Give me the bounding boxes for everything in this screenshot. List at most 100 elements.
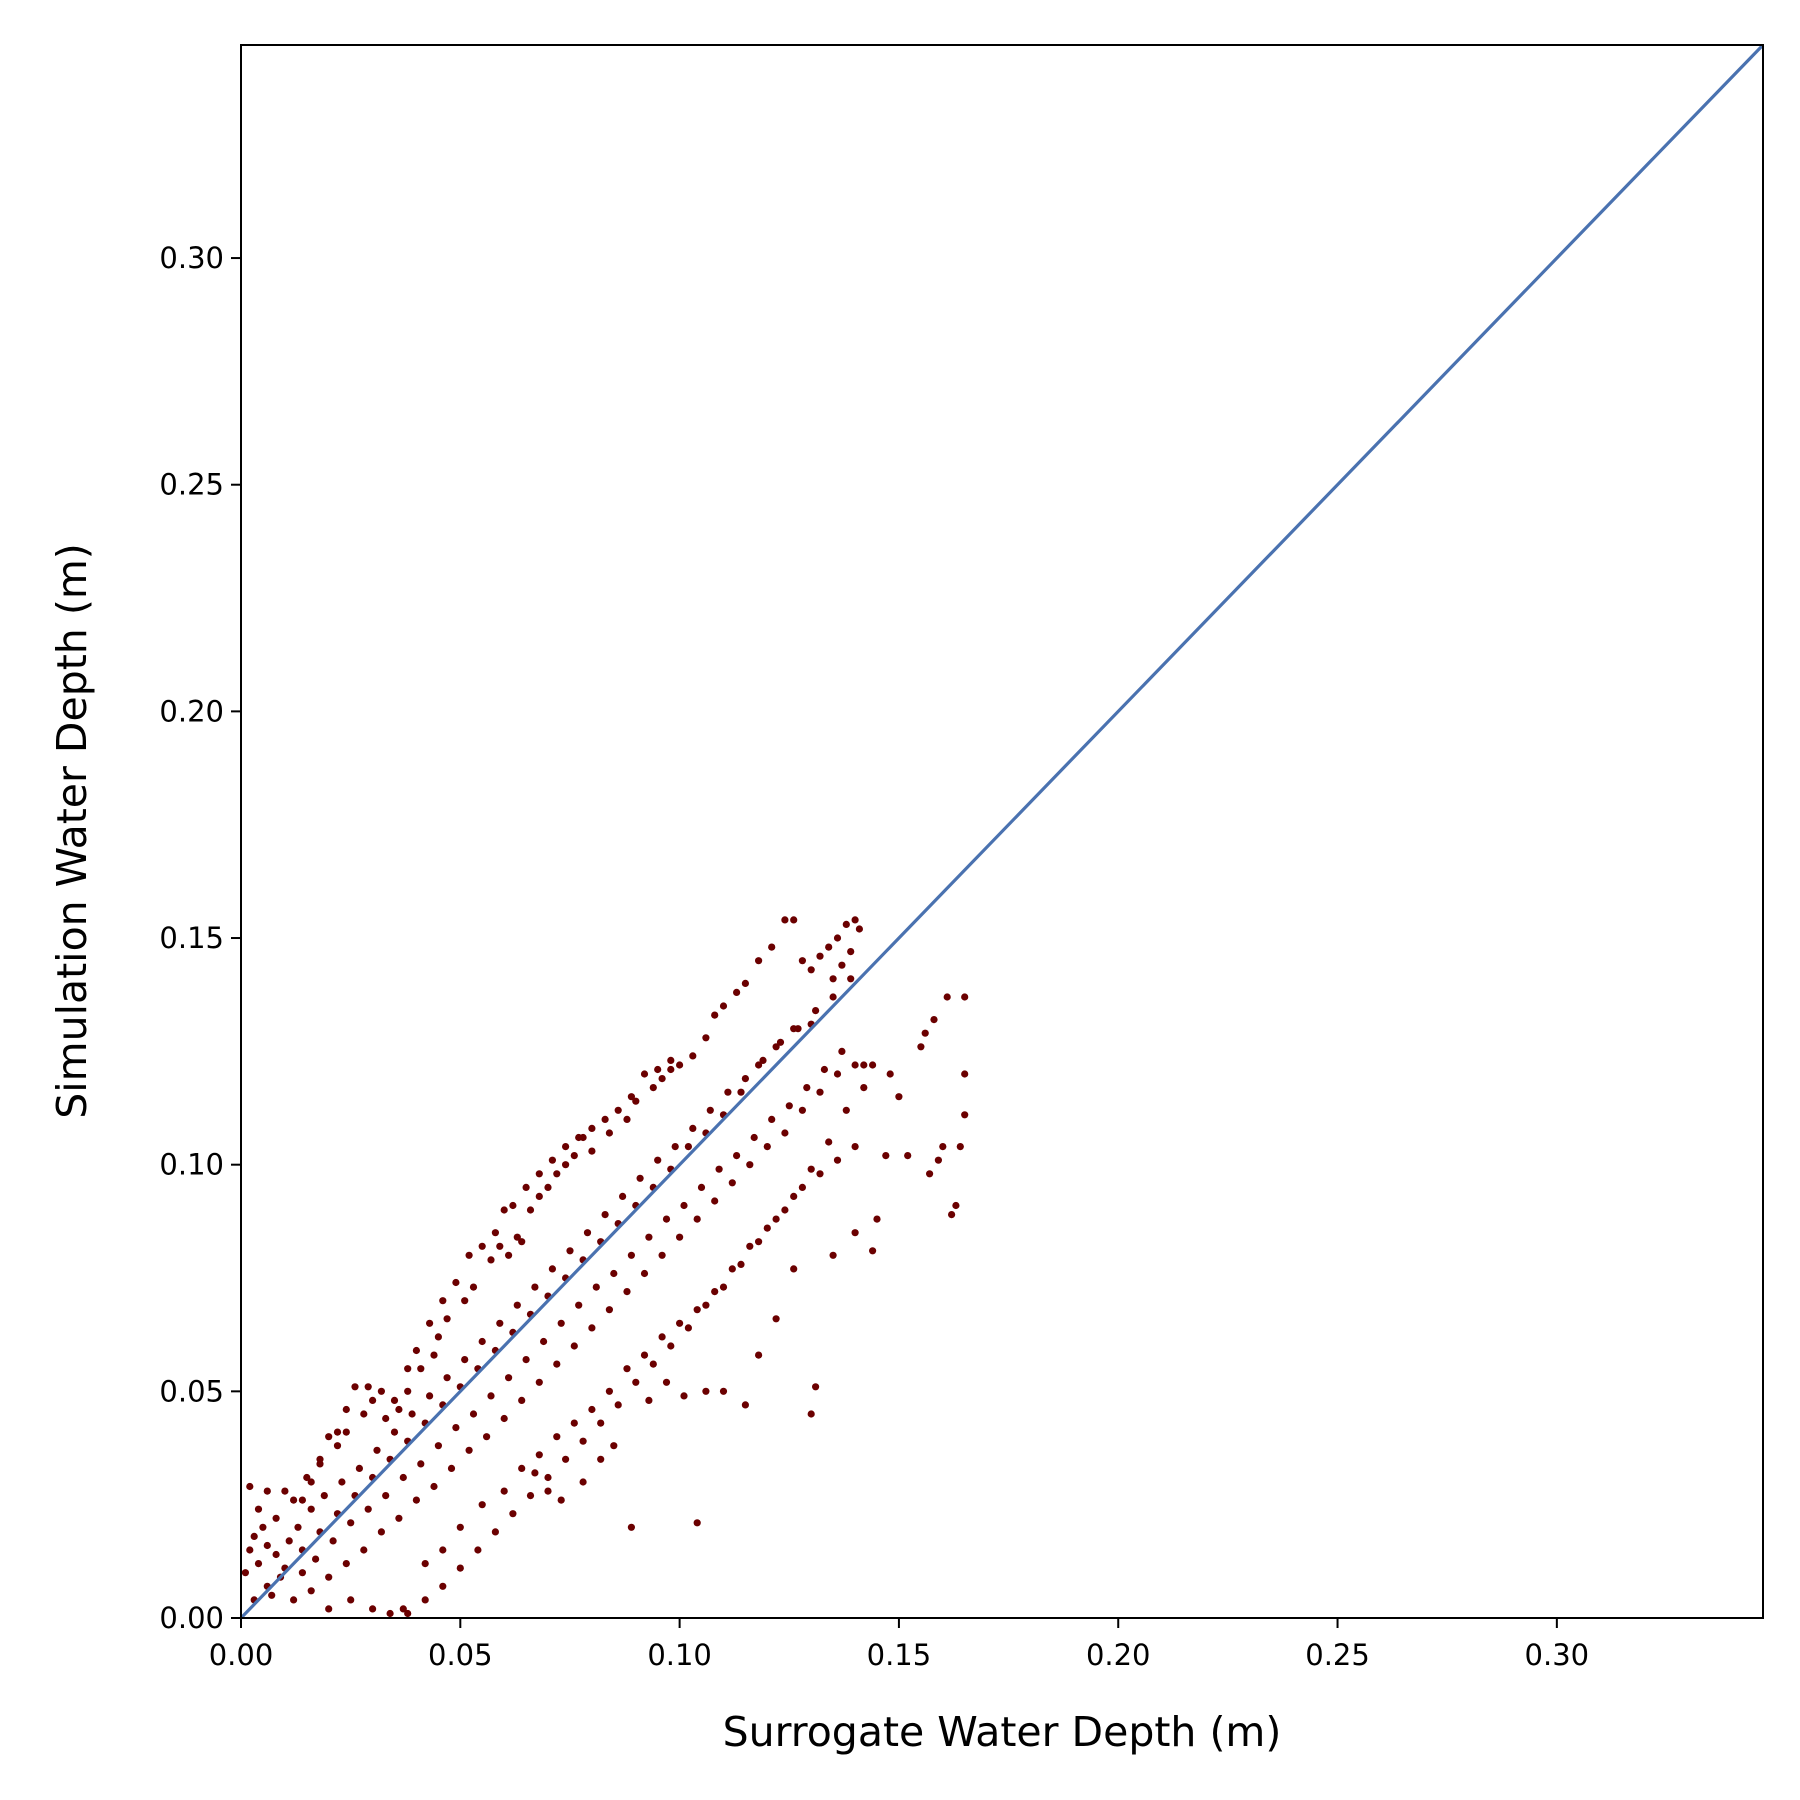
data-point xyxy=(943,993,951,1001)
data-point xyxy=(246,1546,254,1554)
y-tick-label: 0.30 xyxy=(159,241,224,275)
data-point xyxy=(917,1043,925,1051)
data-point xyxy=(684,1324,693,1332)
data-point xyxy=(483,1433,491,1441)
data-point xyxy=(597,1455,605,1463)
data-point xyxy=(667,1056,675,1064)
data-point xyxy=(842,1106,850,1114)
y-tick-label: 0.25 xyxy=(159,468,224,502)
data-point xyxy=(807,1410,815,1418)
data-point xyxy=(640,1070,649,1078)
data-point xyxy=(434,1333,442,1341)
data-point xyxy=(816,1170,824,1178)
data-point xyxy=(461,1297,469,1305)
data-point xyxy=(649,1084,657,1092)
data-point xyxy=(697,1183,706,1191)
data-point xyxy=(746,1161,754,1169)
data-point xyxy=(364,1505,372,1513)
data-point xyxy=(693,1306,701,1314)
data-point xyxy=(522,1183,530,1191)
data-point xyxy=(798,1106,807,1114)
data-point xyxy=(303,1473,311,1482)
data-point xyxy=(654,1065,662,1074)
data-point xyxy=(636,1174,644,1182)
data-point xyxy=(500,1414,508,1423)
x-axis-title: Surrogate Water Depth (m) xyxy=(723,1708,1282,1756)
x-axis-ticks: 0.00 0.05 0.10 0.15 0.20 0.25 0.30 xyxy=(209,1618,1589,1672)
data-point xyxy=(478,1337,486,1346)
data-point xyxy=(575,1301,583,1309)
data-point xyxy=(281,1487,289,1495)
data-point xyxy=(833,934,842,942)
data-point xyxy=(632,1097,640,1105)
data-point xyxy=(325,1433,333,1441)
data-point xyxy=(496,1242,504,1250)
data-point xyxy=(702,1387,710,1395)
data-point xyxy=(373,1446,381,1454)
data-point xyxy=(851,916,859,924)
data-point xyxy=(294,1523,302,1531)
data-point xyxy=(412,1496,420,1504)
data-point xyxy=(842,920,850,929)
data-point xyxy=(829,975,837,983)
data-point xyxy=(869,1061,877,1069)
data-point xyxy=(693,1215,701,1223)
data-point xyxy=(535,1170,543,1178)
data-point xyxy=(873,1215,881,1223)
data-point xyxy=(825,943,833,951)
data-point xyxy=(812,1383,820,1391)
data-point xyxy=(838,961,846,969)
data-point xyxy=(807,1165,815,1173)
data-point xyxy=(763,1224,771,1232)
data-point xyxy=(829,1251,837,1259)
data-point xyxy=(562,1143,570,1151)
data-point xyxy=(737,1088,745,1096)
data-point xyxy=(491,1528,499,1536)
data-point xyxy=(803,1084,811,1092)
data-point xyxy=(544,1473,552,1482)
data-point xyxy=(614,1401,622,1409)
data-point xyxy=(702,1301,710,1309)
data-point xyxy=(478,1501,486,1509)
data-point xyxy=(395,1405,403,1414)
data-point xyxy=(768,1115,776,1123)
data-point xyxy=(855,925,864,933)
data-point xyxy=(816,1088,824,1096)
x-tick-label: 0.20 xyxy=(1086,1638,1151,1672)
data-point xyxy=(737,1260,745,1268)
data-point xyxy=(662,1378,671,1386)
data-point xyxy=(250,1532,258,1540)
data-point xyxy=(763,1143,771,1151)
data-point xyxy=(798,957,807,965)
data-point xyxy=(272,1550,280,1559)
data-point xyxy=(627,1523,636,1531)
data-point xyxy=(342,1560,350,1568)
data-point xyxy=(961,1111,969,1119)
data-point xyxy=(509,1201,517,1210)
data-point xyxy=(254,1560,263,1568)
data-point xyxy=(961,993,969,1001)
data-point xyxy=(518,1396,526,1404)
data-point xyxy=(768,943,776,951)
data-point xyxy=(605,1306,614,1314)
data-point xyxy=(246,1482,254,1491)
x-tick-label: 0.15 xyxy=(867,1638,932,1672)
y-axis-title: Simulation Water Depth (m) xyxy=(48,543,96,1119)
data-point xyxy=(325,1605,333,1613)
data-point xyxy=(535,1451,543,1459)
data-point xyxy=(680,1392,688,1400)
data-point xyxy=(312,1555,320,1563)
data-point xyxy=(355,1464,363,1472)
data-point xyxy=(689,1052,697,1060)
data-point xyxy=(829,993,837,1001)
data-point xyxy=(658,1075,666,1083)
data-point xyxy=(263,1487,271,1495)
data-point xyxy=(333,1428,342,1436)
data-point xyxy=(895,1093,903,1101)
data-point xyxy=(434,1442,442,1450)
data-point xyxy=(557,1319,565,1327)
data-point xyxy=(812,1007,820,1015)
data-point xyxy=(487,1256,495,1264)
data-point xyxy=(684,1143,693,1151)
